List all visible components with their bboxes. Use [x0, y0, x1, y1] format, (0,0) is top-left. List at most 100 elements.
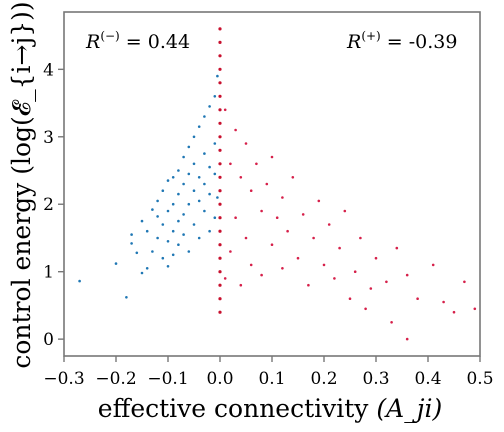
data-point: [307, 283, 310, 287]
data-point: [135, 251, 139, 255]
data-point: [296, 256, 300, 260]
data-point: [327, 223, 331, 226]
data-points: [78, 27, 477, 341]
data-point: [353, 270, 357, 274]
data-point: [218, 189, 222, 193]
data-point: [213, 95, 217, 98]
data-point: [218, 54, 222, 58]
data-point: [218, 175, 222, 179]
data-point: [182, 155, 185, 159]
x-axis-ticks: −0.3 −0.2 −0.1 0.0 0.1 0.2 0.3 0.4 0.5: [43, 356, 494, 389]
data-point: [301, 213, 305, 216]
y-tick-label: 3: [43, 128, 54, 148]
data-point: [166, 265, 170, 268]
data-point: [203, 209, 206, 213]
data-point: [213, 172, 217, 176]
data-point: [343, 209, 347, 213]
data-point: [229, 250, 232, 253]
data-point: [208, 229, 211, 233]
data-point: [177, 219, 180, 223]
data-point: [208, 105, 211, 108]
data-point: [218, 108, 222, 112]
data-point: [405, 337, 409, 341]
data-point: [218, 310, 222, 314]
data-point: [317, 199, 321, 203]
x-axis-label: effective connectivity (A_ji): [98, 394, 442, 423]
data-point: [452, 310, 456, 314]
data-point: [208, 192, 211, 196]
data-point: [395, 246, 399, 250]
data-point: [151, 250, 154, 253]
y-axis-ticks: 0 1 2 3 4: [43, 60, 64, 350]
data-point: [218, 27, 222, 31]
data-point: [218, 94, 222, 98]
data-point: [192, 189, 196, 192]
data-point: [431, 263, 435, 267]
data-point: [187, 250, 191, 253]
data-point: [156, 215, 159, 218]
data-point: [218, 202, 222, 206]
data-point: [156, 199, 159, 203]
data-point: [192, 223, 196, 226]
data-point: [223, 277, 227, 280]
data-point: [177, 192, 180, 196]
data-point: [213, 216, 217, 219]
data-point: [218, 40, 222, 45]
data-point: [223, 108, 227, 112]
x-tick-label: −0.2: [95, 369, 136, 389]
data-point: [197, 199, 201, 203]
data-point: [161, 256, 165, 260]
data-point: [140, 219, 144, 223]
x-tick-label: 0.1: [258, 369, 285, 389]
data-point: [473, 307, 477, 311]
data-point: [281, 196, 284, 199]
data-point: [182, 182, 185, 186]
y-axis-label: control energy (log(𝓔_{i→j})): [7, 1, 36, 368]
data-point: [203, 152, 206, 155]
data-point: [171, 202, 175, 206]
data-point: [244, 236, 248, 240]
data-point: [260, 209, 263, 213]
data-point: [151, 208, 154, 211]
data-point: [218, 81, 222, 85]
data-point: [197, 176, 201, 179]
data-point: [197, 125, 201, 128]
data-point: [359, 236, 362, 240]
data-point: [260, 273, 263, 277]
data-point: [234, 216, 237, 219]
data-point: [218, 162, 222, 166]
data-point: [275, 216, 279, 219]
y-tick-label: 4: [43, 60, 54, 80]
data-point: [78, 279, 81, 283]
x-tick-label: 0.0: [206, 369, 233, 389]
data-point: [218, 121, 222, 125]
data-point: [145, 229, 149, 233]
data-point: [239, 283, 243, 287]
data-point: [244, 142, 248, 145]
data-point: [187, 145, 191, 149]
data-point: [182, 213, 185, 216]
data-point: [286, 229, 289, 233]
data-point: [182, 233, 185, 236]
data-point: [364, 307, 367, 311]
data-point: [156, 236, 159, 240]
data-point: [125, 296, 128, 299]
data-point: [291, 176, 295, 179]
data-point: [385, 280, 388, 284]
data-point: [161, 189, 165, 192]
data-point: [249, 263, 253, 267]
data-point: [374, 256, 378, 260]
x-tick-label: −0.1: [147, 369, 188, 389]
data-point: [140, 271, 144, 275]
data-point: [197, 236, 201, 240]
data-point: [405, 273, 409, 277]
data-point: [145, 267, 149, 270]
x-tick-label: 0.3: [362, 369, 389, 389]
x-tick-label: 0.4: [414, 369, 441, 389]
data-point: [177, 243, 180, 246]
x-tick-label: 0.5: [466, 369, 493, 389]
plot-area: [63, 11, 481, 357]
data-point: [130, 242, 133, 245]
y-tick-label: 0: [43, 330, 54, 350]
